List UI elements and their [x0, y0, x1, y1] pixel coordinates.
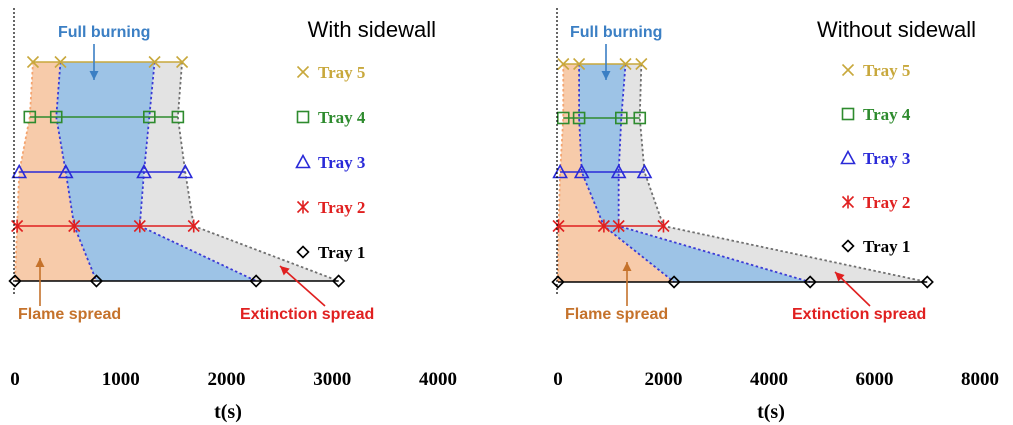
x-axis-label: t(s): [214, 401, 242, 423]
data-point-tray-3-4: [636, 163, 653, 179]
data-point-tray-4-4: [633, 111, 647, 125]
legend-marker-tray-2: [296, 200, 310, 214]
data-point-tray-4-1: [556, 111, 570, 125]
data-point-tray-5-2: [54, 55, 67, 69]
x-axis-label: t(s): [757, 401, 785, 423]
full-burning-label: Full burning: [570, 24, 662, 41]
x-tick-label: 0: [553, 369, 563, 390]
data-point-tray-3-1: [11, 163, 28, 179]
x-tick-label: 8000: [961, 369, 999, 390]
legend-label-tray-1: Tray 1: [318, 243, 365, 262]
data-point-tray-4-2: [572, 111, 586, 125]
data-point-tray-1-4: [331, 274, 346, 288]
data-point-tray-1-3: [803, 275, 817, 289]
legend-label-tray-2: Tray 2: [863, 193, 910, 212]
extinction-spread-label: Extinction spread: [792, 306, 926, 323]
chart-title: Without sidewall: [817, 17, 976, 42]
data-point-tray-1-3: [249, 274, 263, 288]
chart-panel-2: Without sidewall Tray 5 Tray 4 Tray 3 Tray 2…: [551, 8, 999, 423]
x-tick-label: 6000: [856, 369, 894, 390]
data-point-tray-2-2: [68, 219, 81, 233]
chart-panel-1: With sidewall Tray 5 Tray 4 Tray 3 Tray 2 Tra…: [8, 8, 457, 423]
chart-title: With sidewall: [308, 17, 436, 42]
flame-spread-arrow: [35, 258, 45, 306]
extinction-spread-arrow: [279, 265, 326, 307]
full-burning-arrow: [89, 44, 99, 80]
data-point-tray-4-2: [49, 110, 63, 124]
x-tick-label: 3000: [313, 369, 351, 390]
data-point-tray-1-4: [920, 275, 934, 289]
extinction-spread-arrow: [834, 271, 871, 307]
full-burning-arrow: [601, 44, 611, 80]
data-point-tray-2-3: [133, 219, 146, 233]
data-point-tray-4-1: [23, 110, 37, 124]
legend-label-tray-2: Tray 2: [318, 198, 365, 217]
data-point-tray-5-1: [557, 57, 570, 71]
data-point-tray-3-3: [610, 163, 627, 179]
legend-label-tray-3: Tray 3: [318, 153, 365, 172]
data-point-tray-1-1: [8, 274, 22, 288]
legend-marker-tray-5: [296, 65, 310, 79]
x-tick-label: 4000: [419, 369, 457, 390]
legend-marker-tray-1: [296, 245, 310, 259]
flame-spread-label: Flame spread: [565, 306, 668, 323]
legend-marker-tray-3: [295, 153, 311, 169]
legend-marker-tray-3: [840, 149, 856, 165]
data-point-tray-1-2: [89, 274, 104, 288]
legend-label-tray-4: Tray 4: [318, 108, 366, 127]
data-point-tray-5-3: [148, 55, 161, 69]
data-point-tray-2-3: [612, 219, 625, 233]
data-point-tray-2-4: [657, 219, 670, 233]
data-point-tray-2-1: [552, 219, 565, 233]
data-point-tray-2-2: [597, 219, 610, 233]
legend-label-tray-5: Tray 5: [863, 61, 910, 80]
full-burning-label: Full burning: [58, 24, 150, 41]
data-point-tray-1-1: [551, 275, 565, 289]
legend-label-tray-1: Tray 1: [863, 237, 910, 256]
x-tick-label: 4000: [750, 369, 788, 390]
legend-label-tray-3: Tray 3: [863, 149, 910, 168]
extinction-start-boundary: [617, 63, 811, 283]
full-burning-region: [579, 64, 811, 282]
legend-marker-tray-4: [841, 107, 855, 121]
data-point-tray-2-4: [187, 219, 200, 233]
x-tick-label: 2000: [208, 369, 246, 390]
data-point-tray-4-4: [171, 110, 185, 124]
data-point-tray-5-1: [26, 55, 40, 69]
data-point-tray-1-2: [667, 275, 681, 289]
flame-spread-region: [558, 64, 675, 282]
data-point-tray-5-4: [176, 55, 189, 69]
flame-spread-arrow: [622, 262, 632, 306]
x-tick-label: 0: [10, 369, 20, 390]
flame-spread-label: Flame spread: [18, 306, 121, 323]
data-point-tray-5-2: [573, 57, 586, 71]
legend-marker-tray-2: [841, 195, 855, 209]
data-point-tray-4-3: [614, 111, 628, 125]
data-point-tray-3-2: [573, 163, 590, 179]
data-point-tray-5-4: [635, 57, 648, 71]
ignition-boundary: [557, 64, 565, 283]
legend-marker-tray-4: [296, 110, 310, 124]
legend-label-tray-4: Tray 4: [863, 105, 911, 124]
data-point-tray-3-3: [136, 163, 152, 179]
legend-marker-tray-5: [841, 63, 855, 77]
extinction-end-boundary: [638, 63, 928, 283]
legend-label-tray-5: Tray 5: [318, 63, 365, 82]
data-point-tray-3-4: [177, 163, 194, 179]
extinction-spread-label: Extinction spread: [240, 306, 374, 323]
x-tick-label: 2000: [645, 369, 683, 390]
data-point-tray-4-3: [143, 110, 156, 124]
full-burning-start-boundary: [578, 64, 675, 283]
data-point-tray-5-3: [619, 57, 632, 71]
data-point-tray-3-2: [57, 163, 74, 179]
x-tick-label: 1000: [102, 369, 140, 390]
legend-marker-tray-1: [841, 239, 855, 253]
data-point-tray-3-1: [552, 163, 568, 179]
